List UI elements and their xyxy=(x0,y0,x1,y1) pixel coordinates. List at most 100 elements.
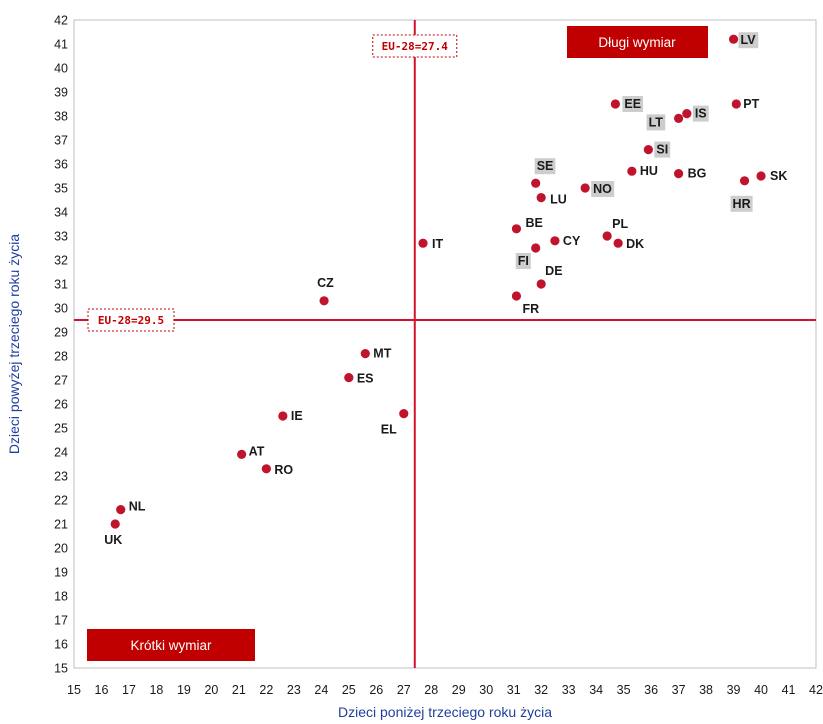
point-es: ES xyxy=(344,372,374,386)
point-label: LV xyxy=(741,33,757,47)
y-tick-label: 29 xyxy=(54,326,68,340)
x-tick-label: 39 xyxy=(727,683,741,697)
point-label-highlight xyxy=(738,32,759,49)
x-tick-label: 33 xyxy=(562,683,576,697)
data-point xyxy=(610,99,620,109)
point-de: DE xyxy=(536,264,563,289)
point-cz: CZ xyxy=(317,276,334,306)
y-tick-label: 30 xyxy=(54,302,68,316)
x-tick-label: 28 xyxy=(424,683,438,697)
y-tick-label: 21 xyxy=(54,518,68,532)
x-tick-label: 34 xyxy=(589,683,603,697)
data-point xyxy=(531,178,541,188)
point-label-highlight xyxy=(622,96,644,112)
point-label: HU xyxy=(640,164,658,178)
data-point xyxy=(643,145,653,155)
x-axis-title: Dzieci poniżej trzeciego roku życia xyxy=(338,704,552,720)
data-point xyxy=(531,243,541,253)
ref-label-horizontal: EU-28=29.5 xyxy=(98,314,164,327)
y-tick-label: 19 xyxy=(54,566,68,580)
data-point xyxy=(682,109,692,119)
x-tick-label: 30 xyxy=(479,683,493,697)
y-tick-label: 18 xyxy=(54,590,68,604)
x-tick-label: 26 xyxy=(369,683,383,697)
point-label: RO xyxy=(274,463,293,477)
x-tick-label: 23 xyxy=(287,683,301,697)
point-uk: UK xyxy=(104,519,122,547)
data-point xyxy=(418,238,428,248)
y-tick-label: 27 xyxy=(54,374,68,388)
point-fi: FI xyxy=(515,243,541,269)
point-label: SI xyxy=(656,143,668,157)
point-bg: BG xyxy=(673,167,706,181)
data-point xyxy=(536,193,546,203)
y-tick-label: 28 xyxy=(54,350,68,364)
point-label: DK xyxy=(626,237,644,251)
x-tick-label: 16 xyxy=(95,683,109,697)
ref-label-vertical-box xyxy=(372,34,458,58)
data-point xyxy=(511,224,522,234)
y-tick-label: 25 xyxy=(54,422,68,436)
data-point xyxy=(399,409,409,419)
y-tick-label: 17 xyxy=(54,614,68,628)
point-label: PL xyxy=(612,217,628,231)
data-point xyxy=(756,171,766,181)
point-label: IS xyxy=(695,107,707,121)
point-label: NL xyxy=(129,500,146,514)
point-label: IE xyxy=(291,409,303,423)
y-tick-label: 39 xyxy=(54,86,68,100)
x-tick-label: 19 xyxy=(177,683,191,697)
y-tick-label: 20 xyxy=(54,542,68,556)
point-label-highlight xyxy=(730,195,753,212)
data-point xyxy=(580,183,590,193)
reference-lines: EU-28=27.4 EU-28=29.5 xyxy=(74,20,816,668)
point-label: FI xyxy=(518,254,529,268)
data-point xyxy=(602,231,612,241)
x-tick-label: 37 xyxy=(672,683,686,697)
x-tick-label: 42 xyxy=(809,683,823,697)
point-at: AT xyxy=(237,444,265,459)
x-axis-ticks: 15 16 17 18 19 20 21 22 23 24 25 26 27 28 29 30 31 32 33 34… xyxy=(67,683,823,697)
point-label-highlight xyxy=(692,105,709,122)
ref-label-horizontal-box xyxy=(87,308,175,332)
y-tick-label: 32 xyxy=(54,254,68,268)
quadrant-box-top-right xyxy=(567,26,708,58)
point-ie: IE xyxy=(278,409,303,423)
point-label: MT xyxy=(373,347,391,361)
plot-frame xyxy=(73,19,817,669)
y-tick-label: 36 xyxy=(54,158,68,172)
quadrant-box-bottom-left xyxy=(87,629,255,661)
point-label: FR xyxy=(522,302,539,316)
point-label: PT xyxy=(743,97,759,111)
x-tick-label: 40 xyxy=(754,683,768,697)
data-point xyxy=(739,176,750,186)
point-label-highlight xyxy=(646,114,666,131)
x-tick-label: 41 xyxy=(782,683,796,697)
point-ee: EE xyxy=(610,96,644,112)
point-label: CZ xyxy=(317,276,334,290)
x-tick-label: 24 xyxy=(314,683,328,697)
point-pl: PL xyxy=(602,217,628,241)
data-point xyxy=(550,236,560,246)
point-label: IT xyxy=(432,237,443,251)
data-point xyxy=(673,113,684,123)
y-tick-label: 26 xyxy=(54,398,68,412)
point-label: DE xyxy=(545,264,562,278)
x-tick-label: 22 xyxy=(259,683,273,697)
point-nl: NL xyxy=(116,500,146,515)
y-tick-label: 42 xyxy=(54,14,68,28)
y-axis-ticks: 15 16 17 18 19 20 21 22 23 24 25 26 27 28 29 30 31 32 33 34… xyxy=(54,14,68,676)
y-axis-title: Dzieci powyżej trzeciego roku życia xyxy=(6,234,22,454)
point-label: SE xyxy=(537,159,554,173)
data-point xyxy=(360,349,370,359)
y-tick-label: 22 xyxy=(54,494,68,508)
y-tick-label: 34 xyxy=(54,206,68,220)
point-lt: LT xyxy=(646,113,684,131)
data-points: LV EE LT IS PT SI HU BG SE NO LU SK HR BE PL DK CY FI IT DE… xyxy=(104,32,787,547)
quadrant-label-bottom-left: Krótki wymiar xyxy=(130,638,212,653)
point-it: IT xyxy=(418,237,443,251)
quadrant-labels: Długi wymiar Krótki wymiar xyxy=(87,26,708,661)
ref-label-vertical: EU-28=27.4 xyxy=(382,40,449,53)
point-no: NO xyxy=(580,181,615,197)
